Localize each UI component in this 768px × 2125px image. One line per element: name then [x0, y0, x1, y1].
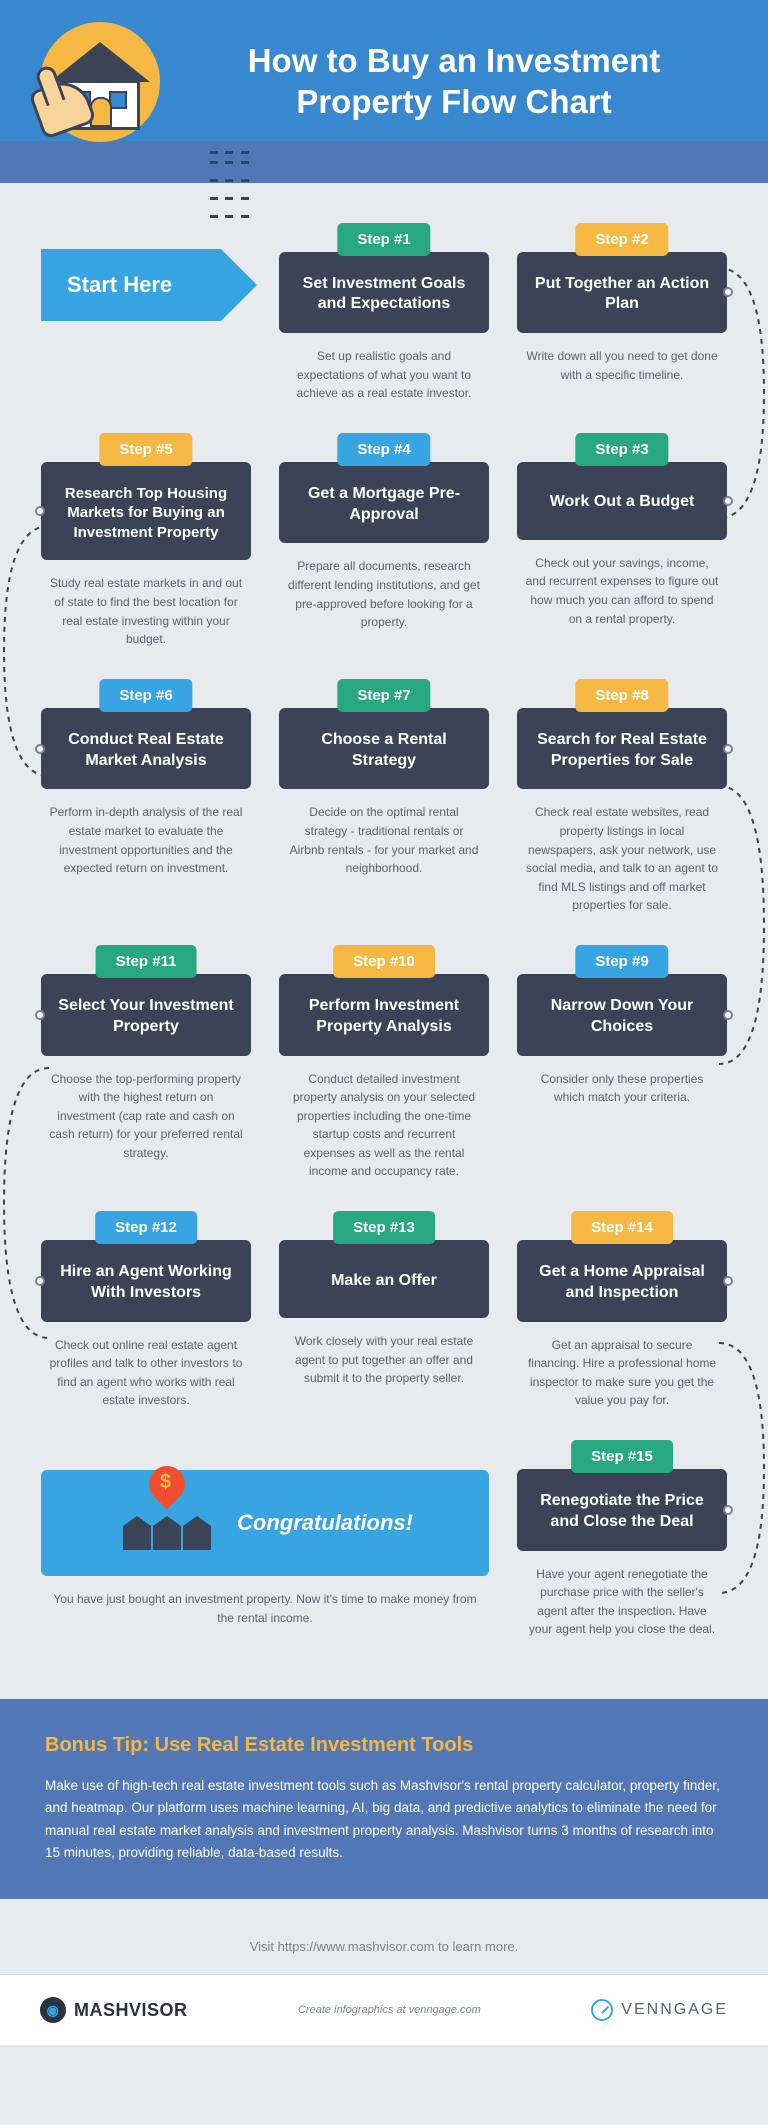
- step-label: Step #13: [333, 1211, 435, 1244]
- connector-dot-icon: [723, 496, 733, 506]
- step-label: Step #4: [337, 433, 430, 466]
- step-card-4: Step #4 Get a Mortgage Pre-Approval Prep…: [279, 433, 489, 649]
- connector-dot-icon: [723, 1505, 733, 1515]
- house-hand-icon: [50, 22, 150, 122]
- step-title: Conduct Real Estate Market Analysis: [57, 730, 235, 772]
- step-label: Step #5: [99, 433, 192, 466]
- step-title: Select Your Investment Property: [57, 996, 235, 1038]
- step-title: Get a Home Appraisal and Inspection: [533, 1262, 711, 1304]
- connector-dot-icon: [35, 1276, 45, 1286]
- step-label: Step #1: [337, 223, 430, 256]
- step-desc: Choose the top-performing property with …: [41, 1056, 251, 1163]
- congrats-desc: You have just bought an investment prope…: [41, 1576, 489, 1627]
- step-label: Step #8: [575, 679, 668, 712]
- footer: ◉ MASHVISOR Create infographics at venng…: [0, 1974, 768, 2045]
- step-desc: Perform in-depth analysis of the real es…: [41, 789, 251, 877]
- step-card-14: Step #14 Get a Home Appraisal and Inspec…: [517, 1211, 727, 1410]
- connector-dot-icon: [723, 1276, 733, 1286]
- footer-attribution: Create infographics at venngage.com: [298, 2004, 481, 2016]
- mashvisor-text: MASHVISOR: [74, 2000, 188, 2021]
- congrats-card: $ Congratulations!: [41, 1470, 489, 1576]
- connector-dot-icon: [723, 287, 733, 297]
- step-card-2: Step #2 Put Together an Action Plan Writ…: [517, 223, 727, 403]
- step-desc: Write down all you need to get done with…: [517, 333, 727, 384]
- step-desc: Decide on the optimal rental strategy - …: [279, 789, 489, 877]
- step-card-9: Step #9 Narrow Down Your Choices Conside…: [517, 945, 727, 1181]
- visit-link[interactable]: https://www.mashvisor.com: [278, 1939, 435, 1954]
- step-card-11: Step #11 Select Your Investment Property…: [41, 945, 251, 1181]
- visit-bar: Visit https://www.mashvisor.com to learn…: [0, 1899, 768, 1974]
- step-title: Perform Investment Property Analysis: [295, 996, 473, 1038]
- venngage-logo: VENNGAGE: [591, 1999, 728, 2021]
- bonus-text: Make use of high-tech real estate invest…: [45, 1775, 723, 1864]
- step-card-10: Step #10 Perform Investment Property Ana…: [279, 945, 489, 1181]
- step-label: Step #10: [333, 945, 435, 978]
- step-card-12: Step #12 Hire an Agent Working With Inve…: [41, 1211, 251, 1410]
- connector-dot-icon: [35, 506, 45, 516]
- start-here-arrow: Start Here: [41, 249, 221, 321]
- step-desc: Get an appraisal to secure financing. Hi…: [517, 1322, 727, 1410]
- step-desc: Set up realistic goals and expectations …: [279, 333, 489, 403]
- visit-suffix: to learn more.: [434, 1939, 518, 1954]
- step-title: Set Investment Goals and Expectations: [295, 274, 473, 316]
- step-label: Step #2: [575, 223, 668, 256]
- step-title: Renegotiate the Price and Close the Deal: [533, 1491, 711, 1533]
- step-desc: Work closely with your real estate agent…: [279, 1318, 489, 1388]
- step-card-8: Step #8 Search for Real Estate Propertie…: [517, 679, 727, 915]
- flowchart-content: Start Here Step #1 Set Investment Goals …: [0, 183, 768, 1690]
- step-title: Make an Offer: [331, 1271, 437, 1292]
- step-title: Search for Real Estate Properties for Sa…: [533, 730, 711, 772]
- step-desc: Have your agent renegotiate the purchase…: [517, 1551, 727, 1639]
- step-label: Step #15: [571, 1440, 673, 1473]
- property-dollar-icon: $: [117, 1488, 217, 1558]
- connector-dot-icon: [723, 744, 733, 754]
- step-card-15: Step #15 Renegotiate the Price and Close…: [517, 1440, 727, 1639]
- step-label: Step #9: [575, 945, 668, 978]
- step-title: Narrow Down Your Choices: [533, 996, 711, 1038]
- venngage-clock-icon: [591, 1999, 613, 2021]
- step-label: Step #11: [96, 945, 197, 978]
- step-label: Step #12: [95, 1211, 197, 1244]
- header: How to Buy an Investment Property Flow C…: [0, 0, 768, 141]
- step-desc: Study real estate markets in and out of …: [41, 560, 251, 648]
- step-title: Work Out a Budget: [550, 492, 695, 513]
- connector-dot-icon: [35, 744, 45, 754]
- congrats-title: Congratulations!: [237, 1510, 413, 1536]
- step-desc: Check out online real estate agent profi…: [41, 1322, 251, 1410]
- venngage-text: VENNGAGE: [621, 2001, 728, 2019]
- visit-prefix: Visit: [250, 1939, 278, 1954]
- step-card-7: Step #7 Choose a Rental Strategy Decide …: [279, 679, 489, 915]
- step-title: Get a Mortgage Pre-Approval: [295, 484, 473, 526]
- mashvisor-icon: ◉: [40, 1997, 66, 2023]
- step-card-5: Step #5 Research Top Housing Markets for…: [41, 433, 251, 649]
- step-label: Step #7: [337, 679, 430, 712]
- bonus-title: Bonus Tip: Use Real Estate Investment To…: [45, 1734, 723, 1757]
- step-desc: Check out your savings, income, and recu…: [517, 540, 727, 628]
- subheader-band: [0, 141, 768, 183]
- step-title: Choose a Rental Strategy: [295, 730, 473, 772]
- step-desc: Prepare all documents, research differen…: [279, 543, 489, 631]
- mashvisor-logo: ◉ MASHVISOR: [40, 1997, 188, 2023]
- bonus-tip-section: Bonus Tip: Use Real Estate Investment To…: [0, 1699, 768, 1899]
- step-label: Step #14: [571, 1211, 673, 1244]
- step-card-3: Step #3 Work Out a Budget Check out your…: [517, 433, 727, 649]
- step-desc: Consider only these properties which mat…: [517, 1056, 727, 1107]
- step-title: Research Top Housing Markets for Buying …: [57, 484, 235, 543]
- step-title: Put Together an Action Plan: [533, 274, 711, 316]
- connector-dot-icon: [723, 1010, 733, 1020]
- step-card-6: Step #6 Conduct Real Estate Market Analy…: [41, 679, 251, 915]
- step-desc: Check real estate websites, read propert…: [517, 789, 727, 915]
- connector-dot-icon: [35, 1010, 45, 1020]
- step-label: Step #3: [575, 433, 668, 466]
- step-label: Step #6: [99, 679, 192, 712]
- step-title: Hire an Agent Working With Investors: [57, 1262, 235, 1304]
- step-card-1: Step #1 Set Investment Goals and Expecta…: [279, 223, 489, 403]
- step-desc: Conduct detailed investment property ana…: [279, 1056, 489, 1182]
- step-card-13: Step #13 Make an Offer Work closely with…: [279, 1211, 489, 1410]
